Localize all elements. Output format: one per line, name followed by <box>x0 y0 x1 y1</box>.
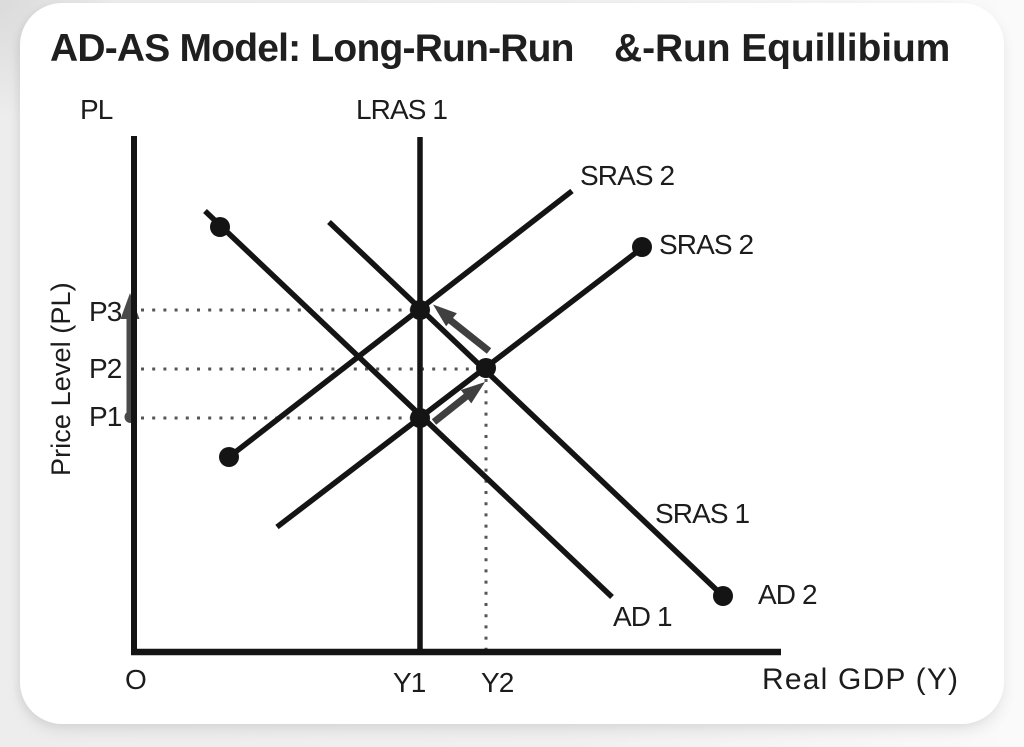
svg-text:O: O <box>125 664 146 695</box>
svg-text:P3: P3 <box>89 296 122 327</box>
svg-text:AD-AS Model: Long-Run-Run: AD-AS Model: Long-Run-Run <box>50 27 574 70</box>
svg-text:PL: PL <box>80 94 113 125</box>
svg-text:P2: P2 <box>89 353 122 384</box>
svg-text:Y2: Y2 <box>481 667 514 698</box>
svg-text:AD 1: AD 1 <box>613 601 672 632</box>
svg-text:Price Level (PL): Price Level (PL) <box>46 282 76 476</box>
svg-text:&-Run Equillibium: &-Run Equillibium <box>614 27 950 70</box>
svg-text:Y1: Y1 <box>393 667 426 698</box>
svg-text:SRAS 2: SRAS 2 <box>659 229 754 260</box>
svg-text:LRAS 1: LRAS 1 <box>356 94 447 125</box>
svg-text:P1: P1 <box>89 401 122 432</box>
svg-text:AD 2: AD 2 <box>758 579 817 610</box>
svg-text:SRAS 1: SRAS 1 <box>655 498 750 529</box>
svg-text:SRAS 2: SRAS 2 <box>580 160 675 191</box>
svg-text:Real GDP (Y): Real GDP (Y) <box>762 663 959 696</box>
